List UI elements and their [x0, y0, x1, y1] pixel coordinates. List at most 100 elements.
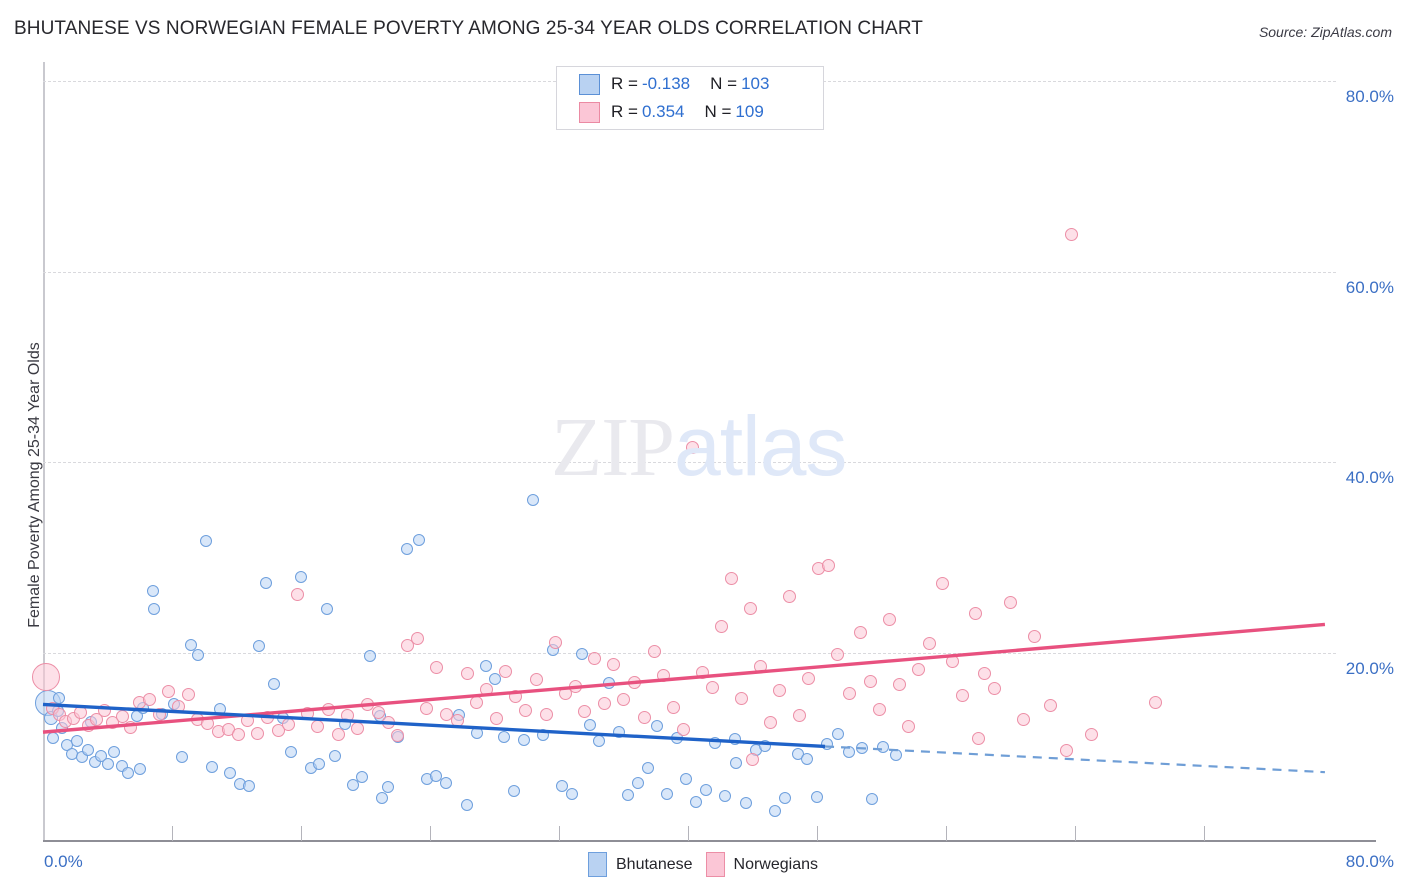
data-point-bhutanese: [593, 734, 606, 747]
data-point-norwegians: [371, 705, 385, 719]
data-point-bhutanese: [699, 784, 712, 797]
data-point-bhutanese: [267, 677, 280, 690]
data-point-norwegians: [715, 619, 729, 633]
data-point-bhutanese: [82, 744, 95, 757]
bhutanese-swatch-icon: [579, 73, 600, 95]
data-point-bhutanese: [890, 749, 902, 761]
data-point-bhutanese: [527, 494, 540, 507]
data-point-norwegians: [607, 657, 621, 671]
page-title: BHUTANESE VS NORWEGIAN FEMALE POVERTY AM…: [14, 18, 924, 39]
data-point-bhutanese: [632, 776, 644, 789]
data-point-norwegians: [968, 607, 982, 621]
legend-label-bhutanese: Bhutanese: [616, 855, 693, 873]
x-tick-5: [688, 826, 689, 841]
data-point-norwegians: [923, 636, 937, 650]
data-point-bhutanese: [412, 533, 425, 546]
data-point-norwegians: [763, 716, 777, 730]
data-point-bhutanese: [206, 761, 219, 774]
data-point-norwegians: [902, 719, 916, 733]
data-point-norwegians: [773, 683, 787, 697]
data-point-norwegians: [863, 675, 877, 689]
data-point-bhutanese: [191, 648, 204, 661]
data-point-bhutanese: [488, 672, 501, 685]
data-point-norwegians: [281, 718, 295, 731]
data-point-bhutanese: [709, 736, 722, 749]
data-point-bhutanese: [622, 789, 635, 802]
data-point-norwegians: [597, 697, 611, 711]
legend-item-bhutanese[interactable]: Bhutanese: [588, 852, 693, 877]
data-point-bhutanese: [740, 796, 753, 809]
data-point-bhutanese: [843, 746, 856, 759]
x-axis-min-label: 0.0%: [44, 852, 83, 871]
data-point-norwegians: [450, 714, 464, 728]
x-tick-3: [430, 826, 431, 841]
data-point-bhutanese: [364, 649, 377, 662]
data-point-bhutanese: [690, 795, 703, 808]
data-point-norwegians: [647, 644, 661, 658]
data-point-norwegians: [568, 679, 582, 693]
data-point-bhutanese: [440, 776, 453, 789]
data-point-norwegians: [971, 732, 985, 746]
data-point-bhutanese: [759, 740, 772, 753]
data-point-norwegians: [955, 689, 969, 703]
gridline-60: [43, 271, 1336, 273]
data-point-norwegians: [754, 659, 768, 673]
data-point-norwegians: [792, 709, 806, 723]
data-point-norwegians: [892, 677, 906, 691]
data-point-norwegians: [637, 711, 651, 725]
data-point-bhutanese: [382, 781, 395, 794]
x-tick-1: [172, 826, 173, 841]
data-point-norwegians: [617, 693, 630, 707]
data-point-norwegians: [873, 702, 887, 716]
data-point-bhutanese: [375, 791, 388, 804]
data-point-bhutanese: [148, 603, 161, 616]
data-point-norwegians: [587, 652, 601, 666]
data-point-norwegians: [666, 700, 680, 714]
data-point-norwegians: [429, 660, 443, 674]
data-point-bhutanese: [575, 647, 588, 660]
data-point-bhutanese: [507, 785, 520, 798]
data-point-norwegians: [1028, 630, 1042, 644]
x-tick-8: [1075, 826, 1076, 841]
stats-row-norwegians: R = 0.354 N = 109: [579, 98, 823, 126]
data-point-bhutanese: [769, 805, 782, 818]
data-point-bhutanese: [556, 780, 569, 793]
data-point-norwegians: [341, 709, 355, 723]
data-point-norwegians: [883, 613, 897, 627]
data-point-norwegians: [854, 625, 868, 639]
legend-item-norwegians[interactable]: Norwegians: [705, 852, 818, 877]
data-point-bhutanese: [719, 790, 732, 802]
data-point-norwegians: [1016, 713, 1030, 727]
data-point-norwegians: [676, 722, 690, 736]
data-point-bhutanese: [820, 737, 833, 750]
data-point-bhutanese: [661, 788, 674, 801]
data-point-norwegians: [479, 682, 493, 696]
data-point-norwegians: [300, 706, 314, 720]
data-point-norwegians: [381, 716, 395, 730]
data-point-norwegians: [987, 681, 1001, 695]
data-point-norwegians: [549, 636, 563, 649]
data-point-norwegians: [912, 662, 926, 676]
gridline-40: [43, 462, 1336, 464]
data-point-norwegians: [529, 673, 543, 687]
data-point-bhutanese: [811, 790, 823, 803]
r-label: R =: [611, 74, 638, 93]
data-point-norwegians: [250, 726, 264, 740]
data-point-bhutanese: [865, 792, 878, 805]
data-point-bhutanese: [328, 749, 341, 762]
data-point-bhutanese: [728, 732, 741, 745]
gridline-20: [43, 653, 1336, 654]
data-point-norwegians: [489, 712, 503, 726]
data-point-bhutanese: [612, 726, 625, 739]
x-tick-2: [301, 826, 302, 841]
data-point-bhutanese: [312, 757, 325, 770]
norwegians-swatch-icon: [579, 101, 600, 123]
r-label: R =: [611, 102, 638, 121]
data-point-bhutanese: [641, 762, 654, 775]
data-point-bhutanese: [470, 727, 483, 740]
data-point-bhutanese: [107, 746, 120, 759]
data-point-norwegians: [420, 701, 434, 715]
data-point-bhutanese: [175, 750, 188, 763]
data-point-norwegians: [518, 703, 532, 717]
data-point-bhutanese: [730, 756, 743, 769]
